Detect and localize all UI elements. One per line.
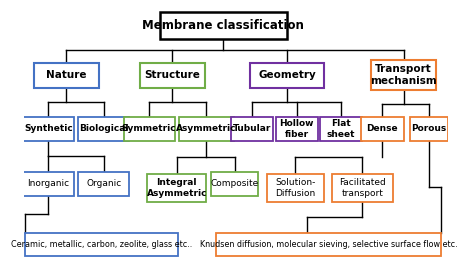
Text: Biological: Biological	[79, 124, 128, 133]
FancyBboxPatch shape	[267, 174, 324, 202]
FancyBboxPatch shape	[216, 233, 441, 256]
FancyBboxPatch shape	[147, 174, 206, 202]
Text: Porous: Porous	[411, 124, 447, 133]
FancyBboxPatch shape	[275, 117, 318, 140]
FancyBboxPatch shape	[250, 63, 324, 88]
Text: Tubular: Tubular	[233, 124, 272, 133]
FancyBboxPatch shape	[179, 117, 234, 140]
Text: Geometry: Geometry	[258, 70, 316, 80]
Text: Integral
Asymmetric: Integral Asymmetric	[146, 178, 207, 198]
Text: Solution-
Diffusion: Solution- Diffusion	[275, 178, 316, 198]
Text: Dense: Dense	[366, 124, 398, 133]
Text: Structure: Structure	[145, 70, 201, 80]
Text: Inorganic: Inorganic	[27, 179, 69, 188]
FancyBboxPatch shape	[78, 117, 129, 140]
FancyBboxPatch shape	[231, 117, 273, 140]
Text: Knudsen diffusion, molecular sieving, selective surface flow etc.: Knudsen diffusion, molecular sieving, se…	[200, 240, 457, 249]
FancyBboxPatch shape	[332, 174, 393, 202]
Text: Flat
sheet: Flat sheet	[327, 119, 356, 138]
Text: Hollow
fiber: Hollow fiber	[280, 119, 314, 138]
FancyBboxPatch shape	[34, 63, 100, 88]
FancyBboxPatch shape	[124, 117, 174, 140]
FancyBboxPatch shape	[140, 63, 205, 88]
FancyBboxPatch shape	[361, 117, 403, 140]
FancyBboxPatch shape	[23, 117, 73, 140]
FancyBboxPatch shape	[78, 172, 129, 196]
Text: Asymmetric: Asymmetric	[176, 124, 237, 133]
Text: Membrane classification: Membrane classification	[142, 19, 304, 32]
Text: Synthetic: Synthetic	[24, 124, 73, 133]
FancyBboxPatch shape	[26, 233, 178, 256]
Text: Symmetric: Symmetric	[122, 124, 176, 133]
Text: Composite: Composite	[211, 179, 259, 188]
Text: Transport
mechanism: Transport mechanism	[370, 64, 437, 86]
Text: Organic: Organic	[86, 179, 121, 188]
Text: Nature: Nature	[46, 70, 87, 80]
FancyBboxPatch shape	[23, 172, 73, 196]
FancyBboxPatch shape	[320, 117, 363, 140]
Text: Ceramic, metallic, carbon, zeolite, glass etc..: Ceramic, metallic, carbon, zeolite, glas…	[11, 240, 192, 249]
FancyBboxPatch shape	[160, 12, 287, 39]
Text: Facilitated
transport: Facilitated transport	[339, 178, 386, 198]
FancyBboxPatch shape	[211, 172, 258, 196]
FancyBboxPatch shape	[371, 60, 437, 90]
FancyBboxPatch shape	[410, 117, 448, 140]
